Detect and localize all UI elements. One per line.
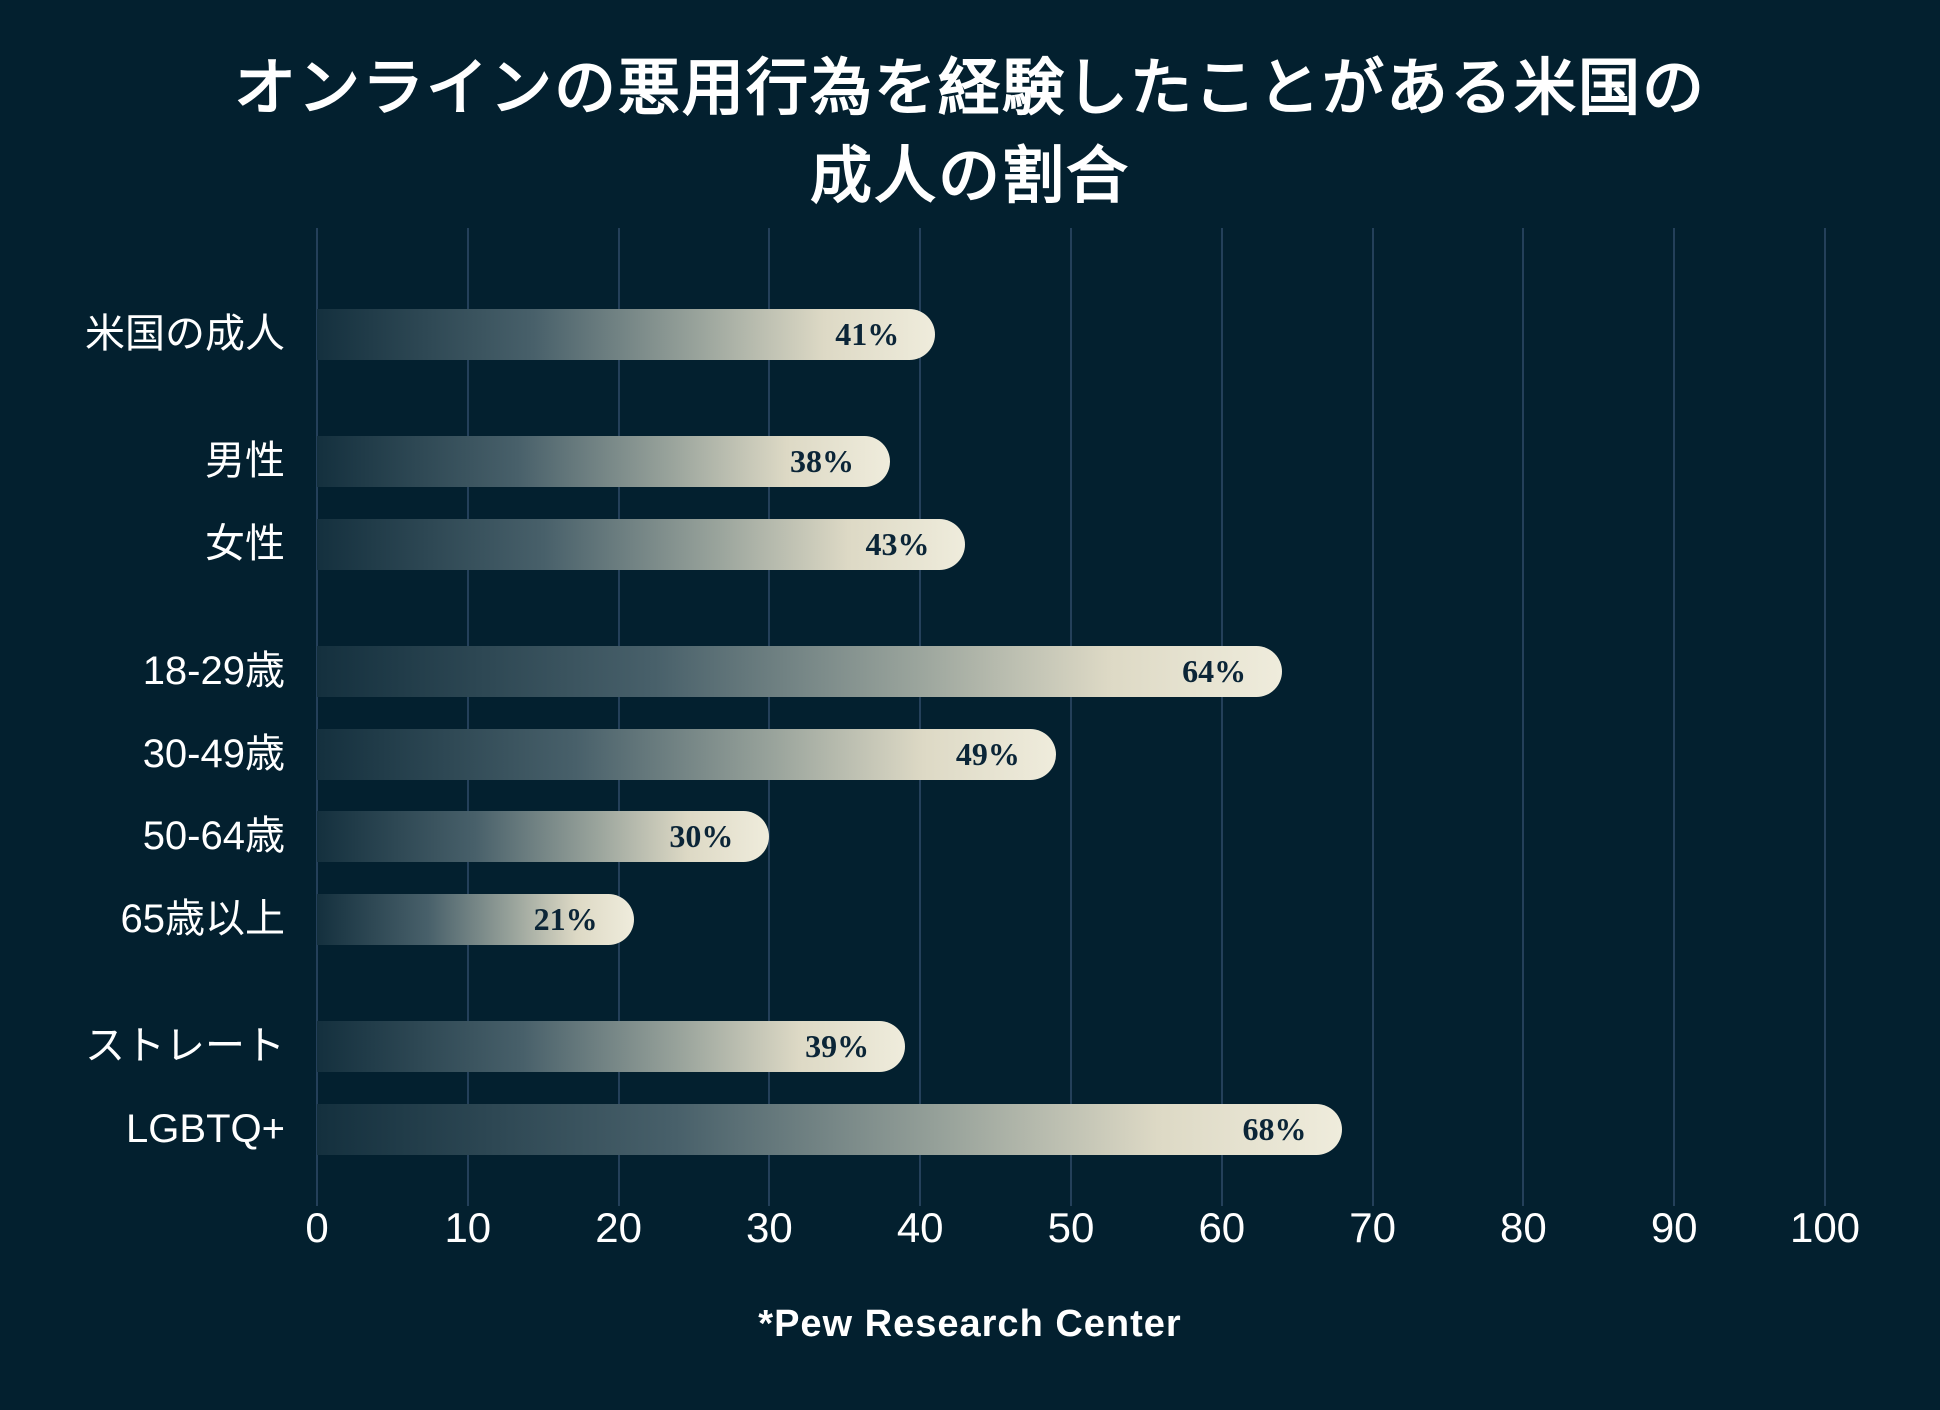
axis-tick-label: 90 [1650,1204,1698,1251]
chart-title: オンラインの悪用行為を経験したことがある米国の 成人の割合 [0,45,1940,221]
gridline [919,228,922,1206]
bar-chart: 米国の成人男性女性 18-29歳 30-49歳 50-64歳 65歳以上ストレート LGB… [0,228,1940,1206]
axis-tick-label: 0 [305,1204,329,1251]
gridline [1220,228,1223,1206]
gridline [1371,228,1374,1206]
category-label: 30-49歳 [142,731,285,776]
gridline [1824,228,1826,1206]
axis-tick-label: 70 [1349,1204,1396,1251]
axis-tick-label: 20 [595,1204,642,1251]
gridline [466,228,469,1206]
gridline [1522,228,1525,1206]
category-label: 米国の成人 [85,311,285,356]
bar: 30% [317,811,770,862]
gridline [768,228,771,1206]
axis-tick-label: 40 [896,1204,944,1251]
category-label: 50-64歳 [142,814,285,858]
source-note: *Pew Research Center [758,1303,1182,1345]
bar-value-label: 43% [865,525,930,562]
bar: 38% [317,436,891,487]
category-labels: 米国の成人男性女性 18-29歳 30-49歳 50-64歳 65歳以上ストレート LGB… [0,228,285,1206]
category-label: 65歳以上 [120,896,286,941]
bar: 68% [317,1103,1343,1155]
gridline [1673,228,1676,1206]
bar: 49% [317,728,1056,780]
bar: 64% [317,646,1283,697]
category-label: LGBTQ+ [126,1106,285,1151]
chart-title-line-1: オンラインの悪用行為を経験したことがある米国の [233,54,1706,123]
bar-value-label: 21% [533,900,598,937]
category-label: 女性 [205,521,285,566]
bar: 41% [317,308,936,360]
category-label: 18-29歳 [142,649,285,693]
bar-value-label: 41% [835,315,900,352]
bar: 39% [317,1021,906,1072]
category-label: 男性 [205,439,285,483]
gridline [1070,228,1072,1206]
gridline [316,228,318,1206]
axis-tick-label: 60 [1198,1204,1246,1251]
bar-value-label: 38% [790,443,855,479]
x-axis: 0 10 20 30 40 50 60 70 80 90 100 [305,1203,1860,1253]
axis-tick-label: 30 [746,1204,793,1251]
gridline [617,228,620,1206]
chart-title-line-2: 成人の割合 [809,142,1130,211]
plot-area: 41% 38% 43% 64% 49% 30% 21% 39% 68% [316,228,1826,1206]
axis-tick-label: 10 [444,1204,492,1251]
bar-value-label: 49% [955,735,1020,772]
bar-value-label: 68% [1242,1110,1307,1147]
bar-value-label: 64% [1182,653,1247,689]
category-label: ストレート [85,1024,285,1068]
axis-tick-label: 50 [1047,1204,1095,1251]
bar: 21% [317,893,634,945]
bar: 43% [317,518,966,570]
bar-value-label: 30% [669,818,734,854]
axis-tick-label: 100 [1789,1204,1861,1251]
bar-value-label: 39% [805,1028,870,1064]
axis-tick-label: 80 [1500,1204,1547,1251]
